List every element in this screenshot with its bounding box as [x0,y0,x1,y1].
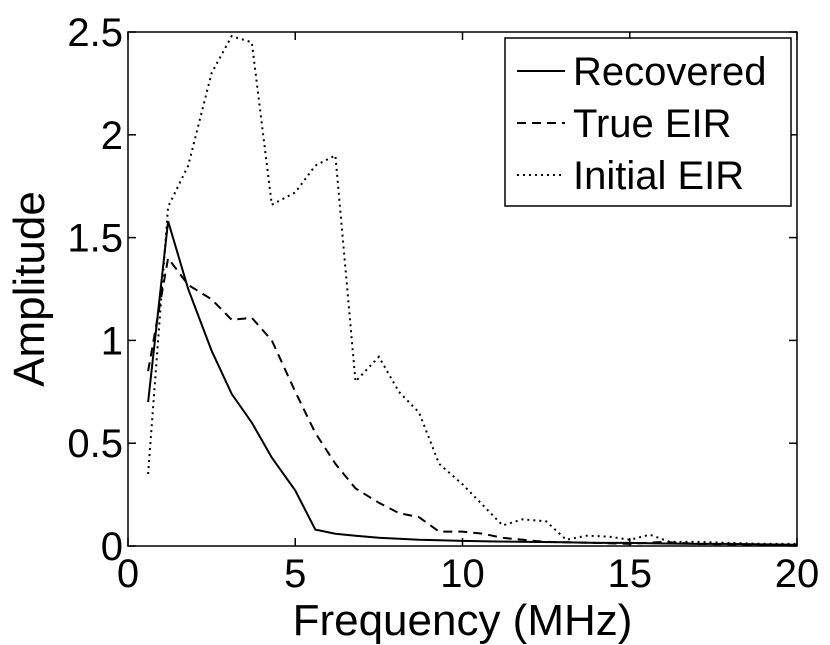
x-tick-label: 15 [608,552,653,596]
legend-label: Recovered [573,50,766,94]
x-axis-label: Frequency (MHz) [293,596,633,645]
axes: 0 5 10 15 20 0 0.5 1 1.5 2 2.5 [67,11,819,596]
y-tick-label: 1 [101,319,123,363]
series-line-3 [147,34,797,545]
y-tick-label: 2.5 [67,11,123,55]
y-axis-label: Amplitude [5,191,54,387]
series-line-1 [147,220,798,546]
legend-label: True EIR [573,102,732,146]
y-tick-label: 1.5 [67,217,123,261]
plot-area [147,34,798,546]
y-tick-label: 0 [101,525,123,569]
y-tick-label: 2 [101,114,123,158]
series-line-2 [147,255,798,546]
x-tick-label: 20 [775,552,820,596]
legend: Recovered True EIR Initial EIR [504,37,792,207]
x-tick-label: 5 [284,552,306,596]
y-tick-label: 0.5 [67,422,123,466]
legend-label: Initial EIR [573,154,744,198]
x-tick-label: 0 [117,552,139,596]
x-tick-label: 10 [440,552,485,596]
